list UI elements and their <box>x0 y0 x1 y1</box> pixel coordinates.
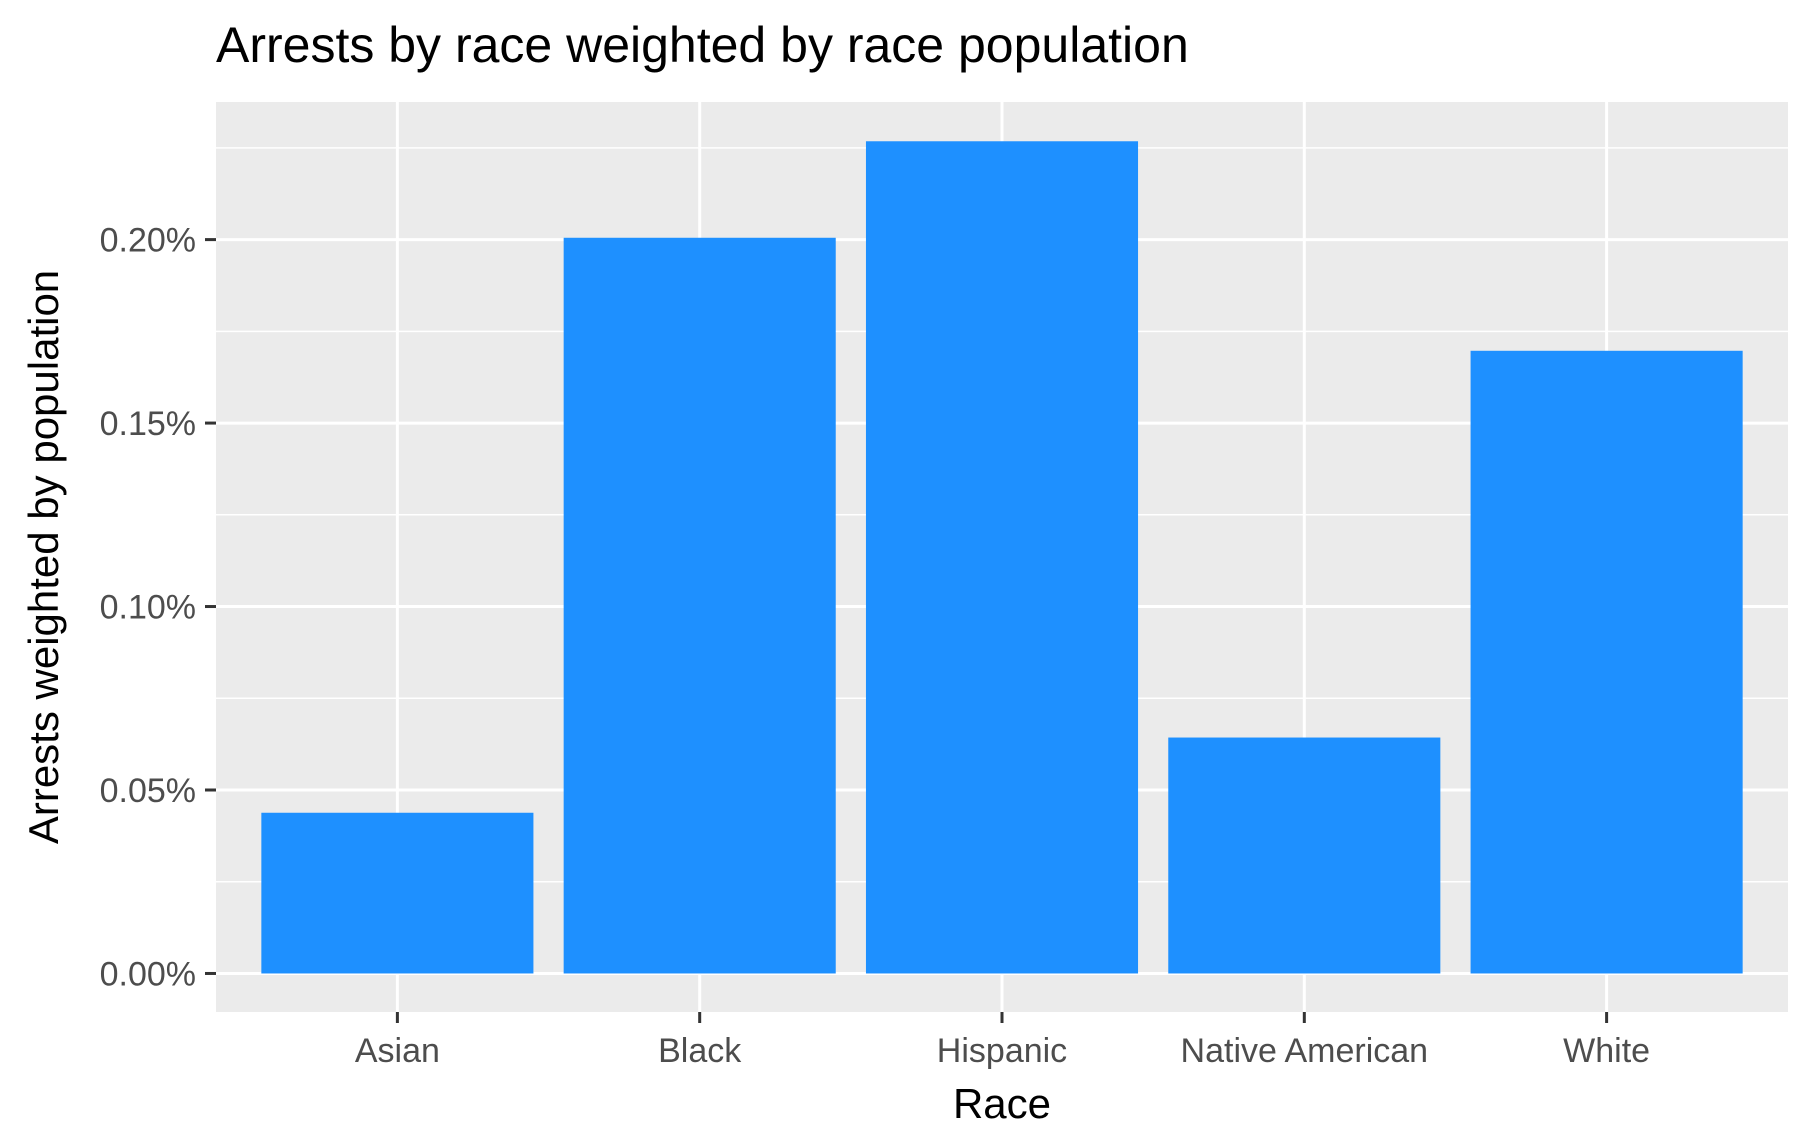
chart-title: Arrests by race weighted by race populat… <box>216 17 1189 73</box>
x-tick-label: Native American <box>1181 1032 1429 1070</box>
y-tick-label: 0.10% <box>100 589 196 627</box>
y-tick-label: 0.20% <box>100 222 196 260</box>
bar-hispanic <box>865 141 1139 974</box>
y-tick-label: 0.15% <box>100 405 196 443</box>
x-tick-label: White <box>1563 1032 1650 1070</box>
x-tick-label: Asian <box>355 1032 440 1070</box>
y-tick-label: 0.00% <box>100 955 196 993</box>
x-axis-title: Race <box>953 1080 1051 1127</box>
y-axis-title: Arrests weighted by population <box>20 270 67 844</box>
x-tick-label: Hispanic <box>937 1032 1067 1070</box>
bar-black <box>563 237 836 974</box>
bars <box>261 141 1743 974</box>
bar-native-american <box>1168 737 1441 974</box>
bar-asian <box>261 812 534 974</box>
y-axis: 0.00% 0.05% 0.10% 0.15% 0.20% <box>100 222 216 993</box>
x-axis: Asian Black Hispanic Native American White <box>355 1012 1650 1070</box>
bar-white <box>1470 350 1743 974</box>
y-tick-label: 0.05% <box>100 772 196 810</box>
x-tick-label: Black <box>658 1032 742 1070</box>
